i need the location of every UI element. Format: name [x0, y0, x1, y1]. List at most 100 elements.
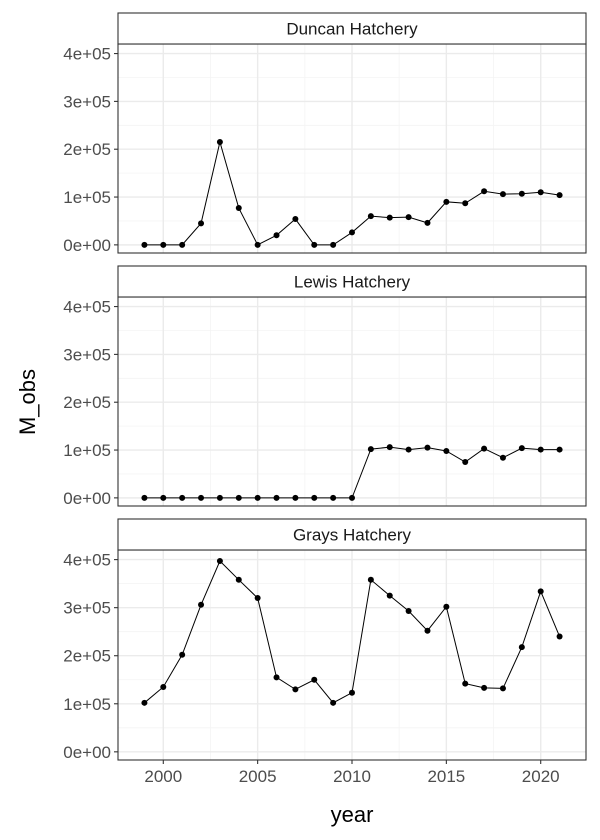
facet-strip	[117, 265, 587, 298]
y-tick-label: 0e+00	[63, 236, 111, 255]
data-point	[273, 232, 280, 239]
data-point	[462, 459, 469, 465]
y-tick-label: 4e+05	[63, 45, 111, 64]
data-point	[141, 494, 148, 501]
facet-panel-2: Lewis Hatchery 0e+00 1e+05 2e+05 3e+05 4e+05	[63, 265, 587, 508]
y-axis-title: M_obs	[15, 369, 40, 435]
data-point	[311, 494, 318, 501]
y-tick-label: 2e+05	[63, 647, 111, 666]
data-point	[537, 189, 544, 196]
data-point	[349, 229, 355, 236]
y-tick-label: 0e+00	[63, 743, 111, 762]
y-tick-label: 2e+05	[63, 393, 111, 412]
data-point	[481, 684, 488, 691]
data-point	[235, 576, 242, 583]
data-point	[254, 494, 261, 501]
y-tick-label: 3e+05	[63, 345, 111, 364]
y-tick-label: 0e+00	[63, 489, 111, 508]
y-tick-label: 4e+05	[63, 551, 111, 570]
data-point	[160, 683, 167, 690]
data-point	[499, 454, 506, 461]
data-point	[216, 494, 223, 501]
data-point	[443, 198, 450, 205]
data-point	[537, 446, 544, 453]
data-point	[330, 241, 337, 248]
data-point	[292, 216, 299, 223]
data-point	[367, 213, 374, 220]
data-point	[499, 191, 506, 198]
data-point	[292, 494, 299, 501]
data-point	[179, 651, 186, 658]
x-tick-label: 2010	[333, 767, 371, 786]
y-tick-label: 3e+05	[63, 599, 111, 618]
x-axis-title: year	[331, 802, 374, 827]
facet-strip	[117, 518, 587, 551]
data-point	[235, 494, 242, 501]
x-tick-label: 2015	[427, 767, 465, 786]
data-point	[424, 627, 431, 634]
y-tick-label: 2e+05	[63, 140, 111, 159]
data-point	[443, 603, 450, 610]
data-point	[556, 192, 563, 199]
data-point	[330, 699, 337, 706]
data-point	[537, 588, 544, 595]
data-point	[216, 558, 223, 565]
x-tick-label: 2020	[522, 767, 560, 786]
data-point	[179, 494, 186, 501]
y-tick-label: 3e+05	[63, 92, 111, 111]
facet-strip-label: Lewis Hatchery	[294, 273, 411, 292]
facet-panel-3: Grays Hatchery 0e+00 1e+05 2e+05 3e+05 4e+05 2…	[63, 518, 587, 786]
x-tick-label: 2005	[239, 767, 277, 786]
y-tick-label: 1e+05	[63, 695, 111, 714]
data-point	[499, 685, 506, 692]
data-point	[518, 644, 525, 651]
data-point	[556, 446, 563, 453]
data-point	[349, 689, 355, 696]
x-tick-label: 2000	[144, 767, 182, 786]
data-point	[518, 190, 525, 197]
data-point	[462, 680, 469, 687]
data-point	[367, 446, 374, 453]
data-point	[367, 576, 374, 583]
data-point	[235, 205, 242, 212]
facet-strip-label: Grays Hatchery	[293, 526, 412, 545]
data-point	[518, 445, 525, 452]
data-point	[141, 699, 148, 706]
data-point	[330, 494, 337, 501]
data-point	[254, 241, 261, 248]
data-point	[198, 494, 205, 501]
data-point	[386, 444, 393, 451]
data-point	[160, 241, 167, 248]
data-point	[216, 139, 223, 146]
data-point	[311, 676, 318, 683]
data-point	[462, 200, 469, 207]
data-point	[198, 601, 205, 608]
data-point	[254, 595, 261, 602]
facet-strip	[117, 12, 587, 45]
data-point	[311, 241, 318, 248]
data-point	[141, 241, 148, 248]
data-point	[386, 214, 393, 221]
data-point	[179, 241, 186, 248]
data-point	[556, 633, 563, 640]
data-point	[424, 444, 431, 451]
data-point	[386, 592, 393, 599]
data-point	[443, 448, 450, 454]
data-point	[481, 445, 488, 452]
y-tick-label: 1e+05	[63, 188, 111, 207]
data-point	[273, 674, 280, 681]
data-point	[273, 494, 280, 501]
y-tick-label: 4e+05	[63, 298, 111, 317]
data-point	[349, 494, 355, 501]
data-point	[292, 686, 299, 693]
data-point	[198, 220, 205, 227]
facet-strip-label: Duncan Hatchery	[286, 20, 418, 39]
data-point	[405, 446, 412, 453]
data-point	[424, 219, 431, 226]
data-point	[481, 188, 488, 195]
data-point	[160, 494, 167, 501]
data-point	[405, 608, 412, 615]
data-point	[405, 214, 412, 221]
y-tick-label: 1e+05	[63, 441, 111, 460]
